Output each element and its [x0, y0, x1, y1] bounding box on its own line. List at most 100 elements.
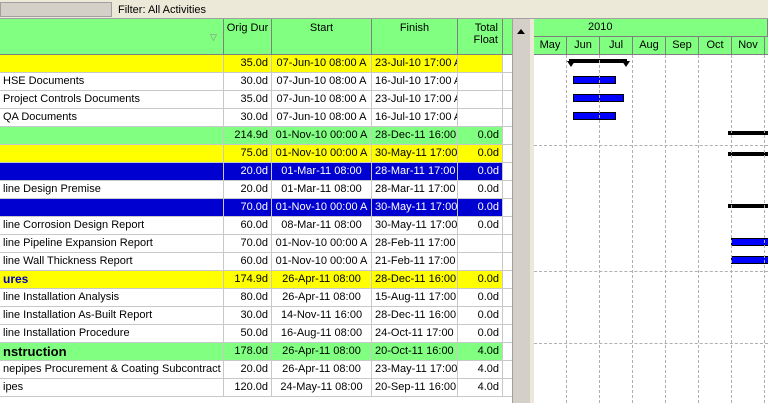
cell-finish[interactable]: 28-Mar-11 17:00: [372, 163, 458, 181]
layout-box[interactable]: [0, 2, 112, 17]
cell-finish[interactable]: 20-Sep-11 16:00: [372, 379, 458, 397]
cell-finish[interactable]: 28-Dec-11 16:00: [372, 307, 458, 325]
activity-name[interactable]: ipes: [0, 379, 224, 397]
cell-start[interactable]: 01-Nov-10 00:00 A: [272, 199, 372, 217]
cell-total-float[interactable]: [458, 109, 503, 127]
cell-start[interactable]: 07-Jun-10 08:00 A: [272, 109, 372, 127]
cell-total-float[interactable]: 0.0d: [458, 181, 503, 199]
activity-name[interactable]: nstruction: [0, 343, 224, 361]
cell-total-float[interactable]: 0.0d: [458, 163, 503, 181]
activity-name[interactable]: [0, 145, 224, 163]
activity-name[interactable]: [0, 127, 224, 145]
cell-finish[interactable]: 16-Jul-10 17:00 A: [372, 73, 458, 91]
splitter[interactable]: [530, 19, 534, 403]
cell-orig-dur[interactable]: 178.0d: [224, 343, 272, 361]
cell-total-float[interactable]: 0.0d: [458, 289, 503, 307]
cell-orig-dur[interactable]: 120.0d: [224, 379, 272, 397]
cell-start[interactable]: 01-Nov-10 00:00 A: [272, 253, 372, 271]
cell-total-float[interactable]: [458, 253, 503, 271]
cell-finish[interactable]: 23-Jul-10 17:00 A: [372, 55, 458, 73]
activity-name[interactable]: line Pipeline Expansion Report: [0, 235, 224, 253]
cell-orig-dur[interactable]: 60.0d: [224, 217, 272, 235]
cell-start[interactable]: 26-Apr-11 08:00: [272, 361, 372, 379]
cell-start[interactable]: 07-Jun-10 08:00 A: [272, 73, 372, 91]
cell-start[interactable]: 08-Mar-11 08:00: [272, 217, 372, 235]
cell-start[interactable]: 01-Nov-10 00:00 A: [272, 145, 372, 163]
cell-finish[interactable]: 15-Aug-11 17:00: [372, 289, 458, 307]
cell-orig-dur[interactable]: 214.9d: [224, 127, 272, 145]
activity-name[interactable]: line Installation Procedure: [0, 325, 224, 343]
activity-name[interactable]: line Installation Analysis: [0, 289, 224, 307]
scrollbar[interactable]: [512, 19, 530, 403]
cell-start[interactable]: 26-Apr-11 08:00: [272, 343, 372, 361]
column-header[interactable]: Total Float: [458, 19, 503, 55]
cell-finish[interactable]: 30-May-11 17:00: [372, 217, 458, 235]
cell-total-float[interactable]: 0.0d: [458, 145, 503, 163]
cell-start[interactable]: 14-Nov-11 16:00: [272, 307, 372, 325]
cell-orig-dur[interactable]: 60.0d: [224, 253, 272, 271]
cell-start[interactable]: 26-Apr-11 08:00: [272, 289, 372, 307]
activity-name[interactable]: [0, 163, 224, 181]
activity-name[interactable]: QA Documents: [0, 109, 224, 127]
activity-name[interactable]: line Wall Thickness Report: [0, 253, 224, 271]
cell-total-float[interactable]: 4.0d: [458, 361, 503, 379]
cell-finish[interactable]: 23-May-11 17:00: [372, 361, 458, 379]
cell-start[interactable]: 01-Nov-10 00:00 A: [272, 235, 372, 253]
activity-name[interactable]: ures: [0, 271, 224, 289]
cell-finish[interactable]: 20-Oct-11 16:00: [372, 343, 458, 361]
cell-orig-dur[interactable]: 20.0d: [224, 163, 272, 181]
activity-name[interactable]: HSE Documents: [0, 73, 224, 91]
cell-total-float[interactable]: [458, 73, 503, 91]
cell-orig-dur[interactable]: 30.0d: [224, 307, 272, 325]
cell-orig-dur[interactable]: 50.0d: [224, 325, 272, 343]
cell-start[interactable]: 07-Jun-10 08:00 A: [272, 55, 372, 73]
cell-orig-dur[interactable]: 174.9d: [224, 271, 272, 289]
cell-start[interactable]: 26-Apr-11 08:00: [272, 271, 372, 289]
cell-total-float[interactable]: 4.0d: [458, 379, 503, 397]
activity-name[interactable]: [0, 55, 224, 73]
cell-total-float[interactable]: 0.0d: [458, 199, 503, 217]
cell-finish[interactable]: 30-May-11 17:00: [372, 199, 458, 217]
cell-total-float[interactable]: 0.0d: [458, 325, 503, 343]
cell-total-float[interactable]: [458, 55, 503, 73]
cell-total-float[interactable]: 0.0d: [458, 127, 503, 145]
cell-total-float[interactable]: [458, 91, 503, 109]
cell-finish[interactable]: 28-Dec-11 16:00: [372, 127, 458, 145]
cell-finish[interactable]: 28-Mar-11 17:00: [372, 181, 458, 199]
activity-name[interactable]: [0, 199, 224, 217]
cell-total-float[interactable]: 0.0d: [458, 307, 503, 325]
activity-name[interactable]: Project Controls Documents: [0, 91, 224, 109]
cell-start[interactable]: 01-Mar-11 08:00: [272, 181, 372, 199]
activity-name[interactable]: nepipes Procurement & Coating Subcontrac…: [0, 361, 224, 379]
cell-orig-dur[interactable]: 30.0d: [224, 109, 272, 127]
cell-orig-dur[interactable]: 70.0d: [224, 235, 272, 253]
cell-finish[interactable]: 28-Dec-11 16:00: [372, 271, 458, 289]
cell-total-float[interactable]: 4.0d: [458, 343, 503, 361]
cell-finish[interactable]: 24-Oct-11 17:00: [372, 325, 458, 343]
column-header[interactable]: Orig Dur: [224, 19, 272, 55]
cell-orig-dur[interactable]: 20.0d: [224, 361, 272, 379]
cell-total-float[interactable]: [458, 235, 503, 253]
cell-finish[interactable]: 16-Jul-10 17:00 A: [372, 109, 458, 127]
cell-orig-dur[interactable]: 20.0d: [224, 181, 272, 199]
cell-orig-dur[interactable]: 35.0d: [224, 55, 272, 73]
cell-start[interactable]: 01-Nov-10 00:00 A: [272, 127, 372, 145]
cell-start[interactable]: 16-Aug-11 08:00: [272, 325, 372, 343]
cell-start[interactable]: 01-Mar-11 08:00: [272, 163, 372, 181]
activity-name[interactable]: line Installation As-Built Report: [0, 307, 224, 325]
cell-finish[interactable]: 21-Feb-11 17:00 A: [372, 253, 458, 271]
column-header[interactable]: Finish: [372, 19, 458, 55]
name-header[interactable]: ▽: [0, 19, 224, 55]
cell-total-float[interactable]: 0.0d: [458, 217, 503, 235]
column-header[interactable]: Start: [272, 19, 372, 55]
cell-finish[interactable]: 23-Jul-10 17:00 A: [372, 91, 458, 109]
activity-name[interactable]: line Corrosion Design Report: [0, 217, 224, 235]
cell-start[interactable]: 24-May-11 08:00: [272, 379, 372, 397]
cell-orig-dur[interactable]: 35.0d: [224, 91, 272, 109]
cell-orig-dur[interactable]: 80.0d: [224, 289, 272, 307]
cell-orig-dur[interactable]: 70.0d: [224, 199, 272, 217]
cell-finish[interactable]: 30-May-11 17:00: [372, 145, 458, 163]
cell-orig-dur[interactable]: 30.0d: [224, 73, 272, 91]
cell-finish[interactable]: 28-Feb-11 17:00 A: [372, 235, 458, 253]
cell-orig-dur[interactable]: 75.0d: [224, 145, 272, 163]
